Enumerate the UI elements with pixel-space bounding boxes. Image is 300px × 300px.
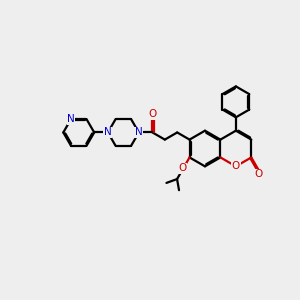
Text: O: O [232,161,240,171]
Text: N: N [104,128,112,137]
Text: O: O [178,163,186,173]
Text: O: O [148,109,157,119]
Text: N: N [135,128,143,137]
Text: N: N [67,114,75,124]
Text: O: O [255,169,263,179]
